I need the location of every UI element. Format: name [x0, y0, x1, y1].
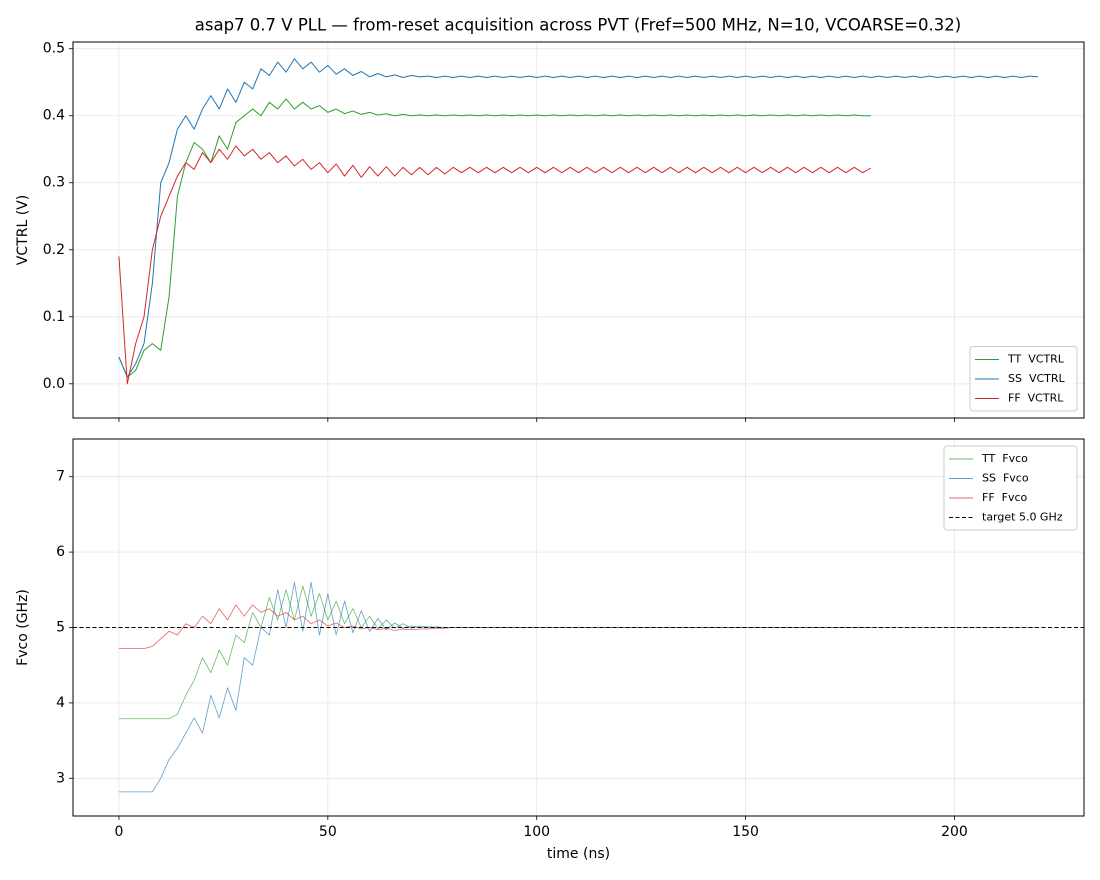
- y-tick-label: 0.3: [43, 175, 65, 191]
- y-tick-label: 0.2: [43, 242, 65, 258]
- series-line: [118, 98, 871, 378]
- x-tick-label: 50: [319, 824, 337, 840]
- series-line: [118, 145, 872, 385]
- legend-label: SS VCTRL: [1008, 372, 1066, 385]
- y-tick-label: 6: [56, 544, 65, 560]
- y-tick-label: 7: [56, 469, 65, 485]
- plot-area: [73, 581, 1084, 793]
- x-tick-label: 200: [941, 824, 968, 840]
- y-axis-label: Fvco (GHz): [15, 589, 31, 666]
- y-tick-label: 0.0: [43, 376, 65, 392]
- x-tick-label: 150: [732, 824, 759, 840]
- legend-label: FF Fvco: [982, 491, 1028, 504]
- legend: TT Fvco SS Fvco FF Fvco target 5.0 GHz: [943, 445, 1078, 531]
- legend-box: [943, 445, 1078, 531]
- y-axis-label: VCTRL (V): [15, 195, 31, 265]
- plot-area: [118, 58, 1039, 385]
- y-tick-label: 0.4: [43, 108, 65, 124]
- legend-label: FF VCTRL: [1008, 392, 1064, 405]
- axes-frame: [72, 438, 1085, 817]
- chart-title: asap7 0.7 V PLL — from-reset acquisition…: [195, 16, 961, 35]
- y-tick-label: 3: [56, 770, 65, 786]
- x-tick-label: 0: [114, 824, 123, 840]
- legend-label: target 5.0 GHz: [982, 511, 1063, 524]
- x-axis-label: time (ns): [547, 846, 610, 862]
- legend-label: SS Fvco: [982, 472, 1029, 485]
- legend-label: TT VCTRL: [1007, 353, 1065, 366]
- series-line: [118, 58, 1039, 378]
- legend-label: TT Fvco: [981, 452, 1028, 465]
- x-tick-label: 100: [523, 824, 550, 840]
- y-tick-label: 0.1: [43, 309, 65, 325]
- axes-frame: [72, 41, 1085, 419]
- legend: TT VCTRL SS VCTRL FF VCTRL: [969, 346, 1078, 412]
- y-tick-label: 0.5: [43, 41, 65, 57]
- y-tick-label: 4: [56, 695, 65, 711]
- y-tick-label: 5: [56, 620, 65, 636]
- legend-box: [969, 346, 1078, 412]
